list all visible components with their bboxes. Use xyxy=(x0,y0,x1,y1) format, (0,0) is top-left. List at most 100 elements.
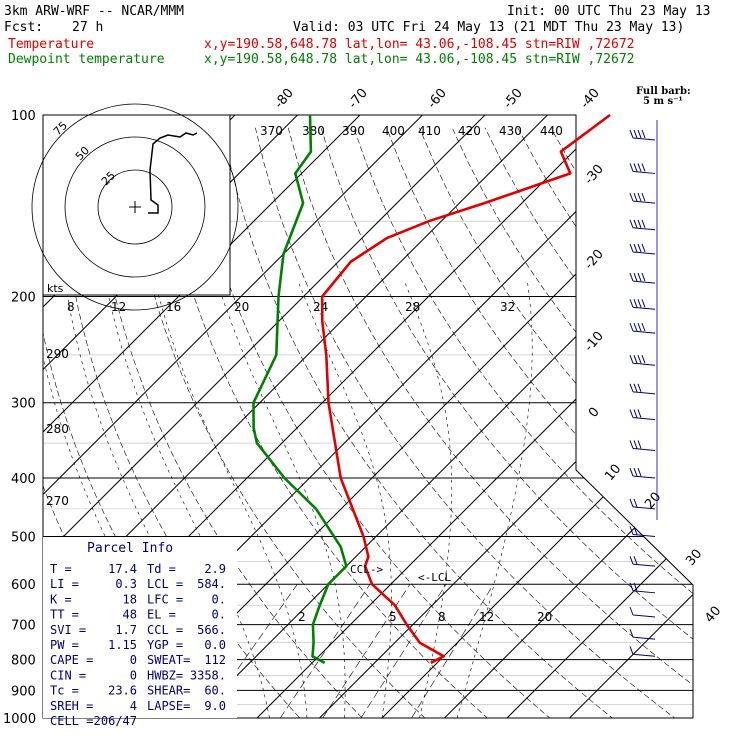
wind-barb-flag xyxy=(637,409,642,418)
parcel-info-value: 48 xyxy=(123,608,137,622)
wind-barb-shaft xyxy=(632,417,656,421)
wind-barb-flag xyxy=(633,383,638,393)
wind-barb-flag xyxy=(633,322,638,332)
wind-barb-flag xyxy=(633,299,638,308)
parcel-info-box xyxy=(43,537,237,718)
legend-temperature-info: x,y=190.58,648.78 lat,lon= 43.06,-108.45… xyxy=(204,37,634,52)
parcel-info-title: Parcel Info xyxy=(87,541,173,556)
isotherm-line xyxy=(556,115,693,718)
mixing-ratio-label: 5 xyxy=(389,610,397,624)
mixing-ratio-label: 32 xyxy=(500,300,515,314)
wind-barb xyxy=(629,383,656,395)
wind-barb xyxy=(629,409,656,421)
wind-barb-flag xyxy=(641,243,646,253)
parcel-info-key: K = xyxy=(50,592,72,606)
wind-barb xyxy=(629,192,656,204)
dry-adiabat-line xyxy=(91,127,376,718)
parcel-info-key: TT = xyxy=(50,608,79,622)
parcel-info-value: 3358. xyxy=(190,668,226,682)
wind-barb-shaft xyxy=(632,636,656,640)
wind-barb xyxy=(629,646,656,657)
wind-barb-flag xyxy=(633,129,638,139)
wind-barb-flag xyxy=(633,192,638,202)
wind-barb-flag xyxy=(629,272,634,282)
wind-barb-flag xyxy=(629,646,634,655)
wind-barb-flag xyxy=(637,272,642,282)
isotherm-line xyxy=(43,115,513,718)
pressure-tick-label: 1000 xyxy=(3,712,36,727)
parcel-info-key: EL = xyxy=(147,608,176,622)
parcel-info-key: SREH = xyxy=(50,699,93,713)
wind-barb xyxy=(629,606,656,618)
parcel-info-panel: Parcel Info T = 17.4 Td = 2.9 LI = 0.3 LCL = 584… xyxy=(43,537,237,728)
wind-barb-shaft xyxy=(632,475,656,479)
legend-temperature-name: Temperature xyxy=(8,37,94,52)
wind-barb-shaft xyxy=(632,330,656,334)
wind-barb-flag xyxy=(637,163,642,172)
wind-barb-shaft xyxy=(632,251,656,255)
wind-barb-flag xyxy=(629,129,634,139)
wind-barb-flag xyxy=(629,163,634,172)
wind-barb-flag xyxy=(629,409,634,418)
wind-barb-flag xyxy=(629,628,634,638)
mixing-ratio-label: 16 xyxy=(166,300,181,314)
parcel-info-key: SVI = xyxy=(50,623,86,637)
wind-barb xyxy=(629,582,656,594)
dry-adiabat-line xyxy=(156,127,502,718)
wind-barb-flag xyxy=(633,243,638,253)
parcel-info-value: 60. xyxy=(204,684,226,698)
theta-label: 270 xyxy=(46,494,69,508)
mixing-ratio-label: 12 xyxy=(111,300,126,314)
theta-label: 400 xyxy=(382,124,405,138)
mixing-ratio-line xyxy=(411,584,494,718)
wind-barb-shaft xyxy=(632,391,656,395)
parcel-info-key: CIN = xyxy=(50,668,86,682)
wind-barb-flag xyxy=(637,467,642,477)
moist-adiabat-line xyxy=(43,283,195,718)
mixing-ratio-line xyxy=(280,584,371,718)
pressure-tick-label: 500 xyxy=(11,530,36,545)
parcel-info-value: 17.4 xyxy=(108,562,137,576)
hodograph-units-label: kts xyxy=(47,282,64,295)
wind-barb-flag xyxy=(633,526,638,535)
hodograph-ring xyxy=(31,103,239,311)
wind-barb xyxy=(629,219,656,231)
wind-barb-shaft xyxy=(632,306,656,310)
wind-barb xyxy=(629,467,656,479)
wind-barb-shaft xyxy=(632,362,656,366)
parcel-info-value: 1.15 xyxy=(108,638,137,652)
wind-barb-shaft xyxy=(632,200,656,204)
wind-barb-flag xyxy=(633,582,638,591)
lcl-marker: <-LCL xyxy=(418,571,451,584)
wind-barb-flag xyxy=(629,299,634,308)
mixing-ratio-label: 20 xyxy=(537,610,552,624)
wind-barb-shaft xyxy=(632,227,656,231)
pressure-tick-label: 300 xyxy=(11,397,36,412)
valid-time: Valid: 03 UTC Fri 24 May 13 (21 MDT Thu … xyxy=(293,20,684,35)
pressure-tick-label: 100 xyxy=(11,109,36,124)
wind-barb xyxy=(629,440,656,451)
dry-adiabat-line xyxy=(189,127,566,718)
parcel-info-key: CELL = xyxy=(50,714,93,728)
parcel-info-value: 0.3 xyxy=(115,577,137,591)
wind-barb-flag xyxy=(637,129,642,139)
parcel-info-key: LAPSE= xyxy=(147,699,190,713)
isotherm-line xyxy=(43,115,451,718)
parcel-info-key: Tc = xyxy=(50,684,79,698)
wind-barb-shaft xyxy=(632,590,656,594)
wind-barb xyxy=(629,243,656,255)
parcel-info-value: 206/47 xyxy=(94,714,137,728)
wind-barb-flag xyxy=(641,219,646,228)
dry-adiabat-line xyxy=(123,127,439,718)
mixing-ratio-label: 2 xyxy=(298,610,306,624)
wind-barb-shaft xyxy=(632,137,656,141)
theta-label: 410 xyxy=(418,124,441,138)
wind-barb-flag xyxy=(633,440,638,449)
parcel-info-key: PW = xyxy=(50,638,79,652)
pressure-tick-label: 800 xyxy=(11,654,36,669)
theta-label: 440 xyxy=(540,124,563,138)
parcel-info-key: T = xyxy=(50,562,72,576)
wind-barb-flag xyxy=(641,129,646,139)
wind-barb-flag xyxy=(637,383,642,393)
wind-barb-flag xyxy=(641,322,646,332)
